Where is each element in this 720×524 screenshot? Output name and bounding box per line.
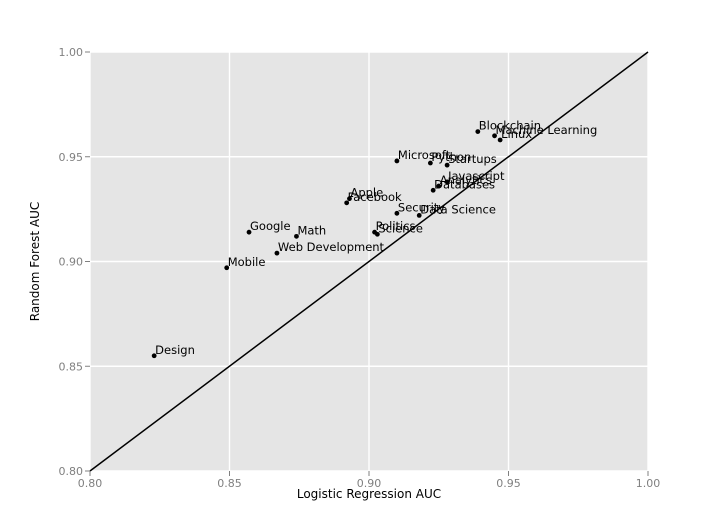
data-point (294, 233, 299, 239)
data-point (274, 250, 280, 256)
data-point (492, 133, 497, 139)
point-label: Google (250, 219, 291, 233)
data-point (427, 160, 433, 166)
point-label: Startups (448, 152, 497, 166)
data-point (444, 179, 450, 185)
data-point (497, 137, 503, 143)
point-label: Facebook (348, 190, 402, 204)
data-point (416, 213, 422, 218)
point-label: Javascript (447, 169, 505, 183)
x-tick-label: 0.95 (496, 477, 521, 490)
point-label: Analytics (440, 173, 492, 187)
data-point (444, 162, 450, 168)
y-tick-label: 0.95 (59, 151, 84, 164)
y-tick-label: 0.90 (59, 256, 84, 269)
data-point (347, 196, 352, 202)
data-point (344, 200, 350, 206)
data-point (394, 210, 400, 216)
point-label: Machine Learning (496, 123, 598, 137)
data-points: Design Mobile Google Web Development Math Fac… (151, 119, 598, 359)
x-axis-label: Logistic Regression AUC (297, 487, 441, 501)
y-tick-label: 1.00 (59, 46, 84, 59)
point-label: Microsoft (398, 148, 451, 162)
point-label: Blockchain (479, 119, 541, 133)
point-label: Mobile (228, 255, 266, 269)
x-tick-label: 0.90 (357, 477, 382, 490)
data-point (394, 158, 400, 164)
data-point (475, 129, 481, 135)
y-axis-label: Random Forest AUC (28, 202, 42, 322)
axis-ticks: 0.80 0.85 0.90 0.95 1.00 0.80 0.85 0.90 0.95 1.00 (59, 46, 661, 490)
data-point (224, 265, 230, 271)
x-tick-label: 1.00 (636, 477, 661, 490)
point-label: Web Development (278, 240, 385, 254)
y-tick-label: 0.80 (59, 465, 84, 478)
point-label: Databases (434, 177, 495, 191)
point-label: Data Science (420, 202, 496, 216)
x-tick-label: 0.80 (78, 477, 103, 490)
data-point (374, 231, 380, 237)
point-label: Python (431, 150, 471, 164)
point-label: Politics (376, 219, 416, 233)
reference-line (89, 51, 649, 472)
point-label: Apple (350, 186, 383, 200)
data-point (436, 183, 442, 189)
y-tick-label: 0.85 (59, 360, 84, 373)
point-label: Science (378, 221, 423, 235)
point-label: Design (155, 343, 195, 357)
point-label: Linux (501, 127, 532, 141)
point-label: Math (297, 223, 326, 237)
data-point (430, 187, 436, 193)
x-tick-label: 0.85 (217, 477, 242, 490)
point-label: Security (398, 200, 445, 214)
data-point (151, 353, 157, 359)
data-point (246, 229, 252, 235)
